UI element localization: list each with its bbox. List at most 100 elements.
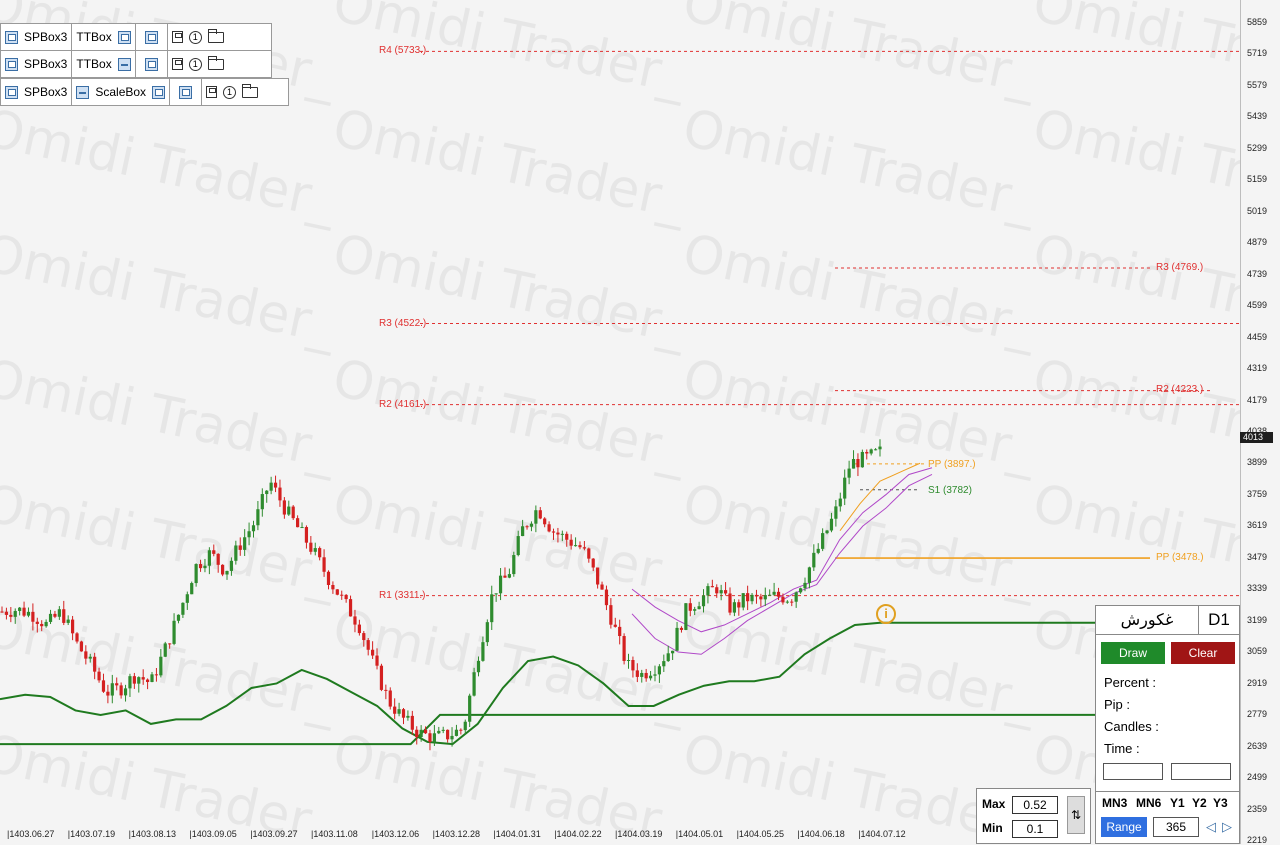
minimize-icon[interactable]: [117, 57, 131, 71]
range-button[interactable]: Range: [1101, 817, 1147, 837]
window-icon[interactable]: [144, 57, 158, 71]
price-axis[interactable]: 5859 5719 5579 5439 5299 5159 5019 4879 4739 4599…: [1240, 0, 1280, 845]
candle-body: [768, 594, 772, 596]
candle-body: [838, 498, 842, 507]
candle-body: [296, 518, 300, 528]
price-tick: 5859: [1247, 17, 1268, 27]
date-tick: |1403.09.27: [250, 829, 298, 839]
date-tick: |1403.07.19: [67, 829, 116, 839]
one-icon[interactable]: 1: [188, 57, 202, 71]
candle-body: [596, 567, 600, 585]
date-tick: |1404.05.25: [736, 829, 784, 839]
toolbar-row-1: SPBox3 TTBox 1: [0, 23, 272, 51]
candle-body: [128, 676, 132, 689]
candle-body: [79, 641, 84, 652]
save-icon[interactable]: [171, 31, 183, 43]
symbol-title: غکورش: [1096, 606, 1199, 635]
window-icon[interactable]: [5, 30, 18, 44]
candle-body: [247, 531, 251, 538]
ttbox-label[interactable]: TTBox: [76, 30, 112, 44]
candle-body: [794, 592, 798, 602]
window-icon[interactable]: [5, 57, 18, 71]
window-icon[interactable]: [179, 85, 193, 99]
ttbox-label[interactable]: TTBox: [76, 57, 112, 71]
candle-body: [26, 611, 31, 616]
folder-icon[interactable]: [242, 83, 259, 98]
price-tick: 3619: [1247, 520, 1268, 531]
tf-mn6-button[interactable]: MN6: [1136, 796, 1162, 810]
candle-body: [216, 553, 220, 565]
candle-body: [662, 661, 666, 667]
candle-body: [251, 525, 256, 532]
candle-body: [348, 599, 353, 617]
candle-body: [119, 685, 123, 696]
tf-y1-button[interactable]: Y1: [1170, 796, 1185, 810]
save-icon[interactable]: [171, 58, 183, 70]
level-label-r2-right: R2 (4223.): [1156, 384, 1204, 395]
toolbar-cell: 1: [202, 79, 262, 105]
candle-body: [701, 595, 706, 607]
arrow-right-icon[interactable]: ▷: [1222, 819, 1232, 834]
candle-body: [648, 675, 653, 679]
tf-mn3-button[interactable]: MN3: [1102, 796, 1128, 810]
window-icon[interactable]: [117, 30, 131, 44]
date-tick: |1403.08.13: [128, 829, 176, 839]
candle-body: [145, 679, 150, 683]
candle-body: [560, 533, 564, 535]
max-input[interactable]: 0.52: [1012, 796, 1058, 814]
clear-button[interactable]: Clear: [1171, 642, 1235, 664]
candle-body: [644, 672, 648, 679]
price-tick: 4319: [1247, 363, 1268, 374]
window-icon[interactable]: [144, 30, 158, 44]
candle-body: [313, 548, 317, 552]
candle-body: [798, 588, 803, 593]
folder-icon[interactable]: [207, 28, 224, 43]
toolbar-row-2: SPBox3 TTBox 1: [0, 50, 272, 78]
one-icon[interactable]: 1: [223, 85, 237, 99]
min-input[interactable]: 0.1: [1012, 820, 1058, 838]
candle-body: [565, 533, 569, 540]
candle-body: [490, 594, 494, 623]
window-icon[interactable]: [5, 85, 18, 99]
tf-y3-button[interactable]: Y3: [1213, 796, 1228, 810]
candle-body: [75, 633, 79, 642]
candle-body: [203, 565, 207, 569]
pivot-level-lines: [420, 50, 1240, 597]
price-tick: 3339: [1247, 583, 1268, 594]
candle-body: [393, 706, 397, 714]
candle-body: [591, 558, 595, 568]
toolbar-cell: SPBox3: [1, 24, 73, 50]
arrow-left-icon[interactable]: ◁: [1206, 819, 1216, 834]
candle-body: [194, 564, 198, 584]
spbox-label[interactable]: SPBox3: [24, 30, 68, 44]
save-icon[interactable]: [206, 86, 218, 98]
one-icon[interactable]: 1: [188, 30, 202, 44]
minimize-icon[interactable]: [76, 85, 90, 99]
spbox-label[interactable]: SPBox3: [24, 85, 68, 99]
spbox-label[interactable]: SPBox3: [24, 57, 68, 71]
tf-y2-button[interactable]: Y2: [1192, 796, 1207, 810]
price-chart[interactable]: [0, 0, 1240, 844]
candle-body: [503, 575, 507, 578]
level-label-s1-short: S1 (3782): [928, 485, 972, 496]
timeframe-label[interactable]: D1: [1199, 606, 1239, 635]
candle-body: [657, 666, 661, 675]
candle-body: [476, 660, 481, 673]
window-icon[interactable]: [152, 85, 166, 99]
price-tick: 4599: [1247, 300, 1268, 311]
range-input[interactable]: 365: [1153, 817, 1199, 837]
swap-icon[interactable]: ⇅: [1067, 796, 1085, 834]
time-from-field[interactable]: [1103, 763, 1163, 780]
candle-body: [688, 603, 692, 611]
candle-body: [763, 595, 767, 600]
folder-icon[interactable]: [207, 55, 224, 70]
time-to-field[interactable]: [1171, 763, 1231, 780]
candle-body: [851, 459, 856, 469]
candle-body: [746, 593, 750, 602]
candle-body: [529, 523, 534, 527]
draw-button[interactable]: Draw: [1101, 642, 1165, 664]
candle-body: [781, 596, 785, 603]
info-icon[interactable]: i: [876, 604, 896, 624]
candle-body: [185, 594, 189, 603]
scalebox-label[interactable]: ScaleBox: [95, 85, 147, 99]
